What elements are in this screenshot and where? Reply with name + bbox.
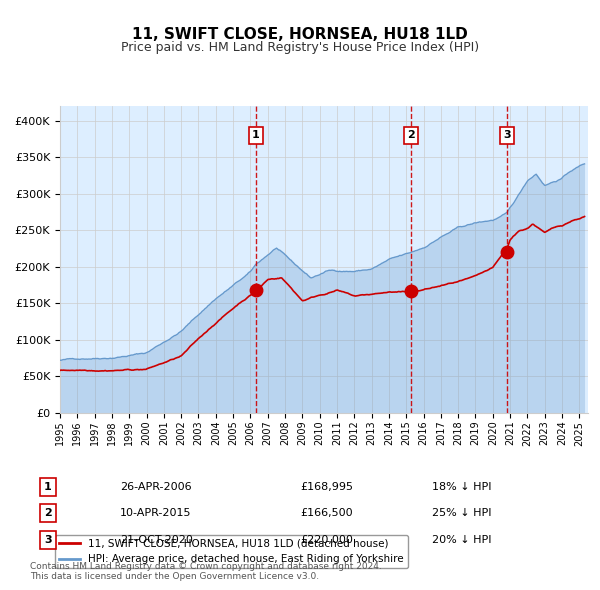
Text: 21-OCT-2020: 21-OCT-2020 (120, 535, 193, 545)
Text: 10-APR-2015: 10-APR-2015 (120, 509, 191, 518)
Text: 1: 1 (252, 130, 260, 140)
Text: 18% ↓ HPI: 18% ↓ HPI (432, 482, 491, 491)
Text: 2: 2 (44, 509, 52, 518)
Text: 11, SWIFT CLOSE, HORNSEA, HU18 1LD: 11, SWIFT CLOSE, HORNSEA, HU18 1LD (132, 27, 468, 41)
Text: 2: 2 (407, 130, 415, 140)
Text: 3: 3 (44, 535, 52, 545)
Text: Price paid vs. HM Land Registry's House Price Index (HPI): Price paid vs. HM Land Registry's House … (121, 41, 479, 54)
Text: 3: 3 (503, 130, 511, 140)
Text: 20% ↓ HPI: 20% ↓ HPI (432, 535, 491, 545)
Text: 1: 1 (44, 482, 52, 491)
Text: £168,995: £168,995 (300, 482, 353, 491)
Text: £166,500: £166,500 (300, 509, 353, 518)
Text: £220,000: £220,000 (300, 535, 353, 545)
Text: 25% ↓ HPI: 25% ↓ HPI (432, 509, 491, 518)
Text: 26-APR-2006: 26-APR-2006 (120, 482, 191, 491)
Legend: 11, SWIFT CLOSE, HORNSEA, HU18 1LD (detached house), HPI: Average price, detache: 11, SWIFT CLOSE, HORNSEA, HU18 1LD (deta… (55, 535, 408, 568)
Text: Contains HM Land Registry data © Crown copyright and database right 2024.
This d: Contains HM Land Registry data © Crown c… (30, 562, 382, 581)
